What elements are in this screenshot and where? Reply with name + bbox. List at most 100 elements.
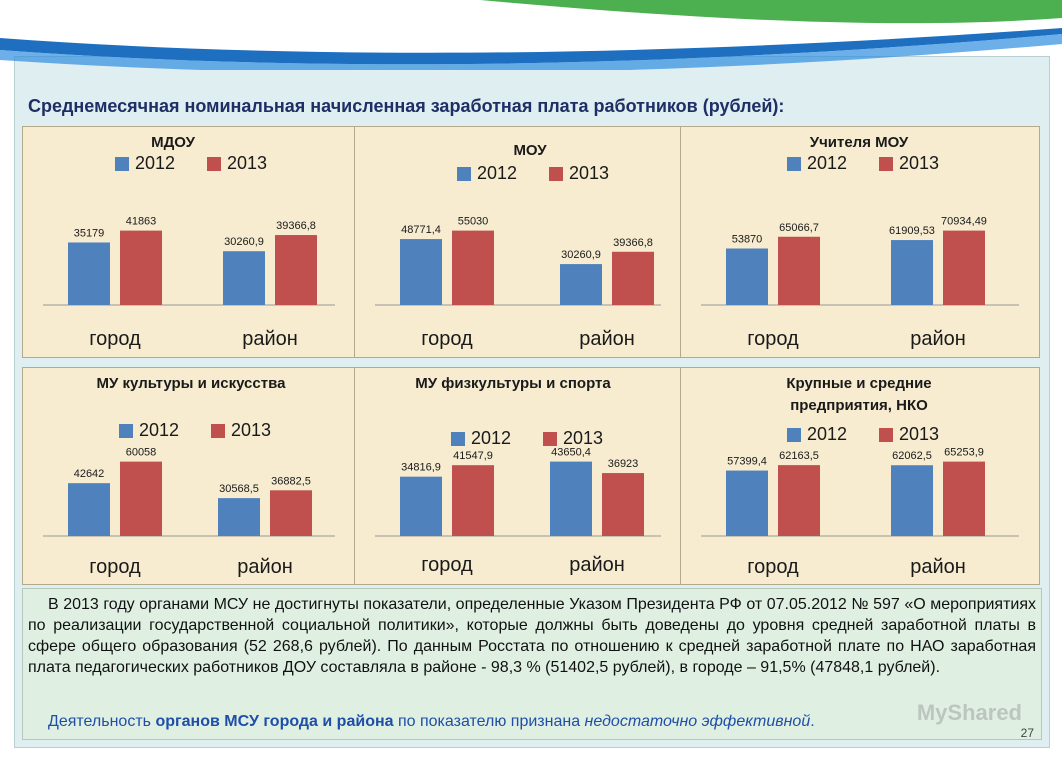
data-label: 62062,5 bbox=[892, 450, 932, 462]
chart-panel-enterprises: Крупные и средние предприятия, НКО 2012 201… bbox=[680, 367, 1040, 585]
category-label: город bbox=[421, 328, 473, 350]
category-label: город bbox=[89, 328, 141, 350]
conclusion-text-c: по показателю признана bbox=[393, 713, 585, 730]
header-swoosh bbox=[0, 0, 1062, 70]
chart-sport: МУ физкультуры и спорта 2012 2013 34816,9 41… bbox=[375, 375, 661, 576]
chart-panel-teachers: Учителя МОУ 2012 2013 53870 65066,7 город 6190… bbox=[680, 126, 1040, 358]
chart-mou: МОУ 2012 2013 48771,4 55030 город 30260,9 39366… bbox=[375, 142, 661, 350]
category-label: город bbox=[747, 328, 799, 350]
bar-2013-city bbox=[452, 465, 494, 536]
bar-2013-district bbox=[943, 230, 985, 305]
data-label: 48771,4 bbox=[401, 224, 441, 236]
data-label: 62163,5 bbox=[779, 450, 819, 462]
chart-culture: МУ культуры и искусства 2012 2013 42642 6005… bbox=[43, 375, 335, 578]
bar-2012-district bbox=[223, 251, 265, 305]
bar-2012-district bbox=[891, 240, 933, 305]
watermark-logo: MyShared bbox=[916, 700, 1022, 725]
chart-title: Крупные и средние предприятия, НКО bbox=[786, 375, 931, 414]
data-label: 39366,8 bbox=[613, 237, 653, 249]
chart-panel-sport: МУ физкультуры и спорта 2012 2013 34816,9 41… bbox=[354, 367, 682, 585]
data-label: 42642 bbox=[74, 468, 105, 480]
data-label: 30260,9 bbox=[224, 236, 264, 248]
data-label: 70934,49 bbox=[941, 216, 987, 228]
summary-paragraph: В 2013 году органами МСУ не достигнуты п… bbox=[28, 596, 1036, 676]
legend-swatch-2012 bbox=[451, 432, 465, 446]
legend-swatch-2013 bbox=[543, 432, 557, 446]
bar-2013-city bbox=[120, 461, 162, 536]
chart-panel-culture: МУ культуры и искусства 2012 2013 42642 6005… bbox=[22, 367, 356, 585]
bar-2012-district bbox=[218, 498, 260, 536]
chart-teachers: Учителя МОУ 2012 2013 53870 65066,7 город 6190… bbox=[701, 134, 1019, 350]
bar-2013-city bbox=[120, 230, 162, 305]
chart-mdou: МДОУ 2012 2013 35179 41863 город 30260,9 39366,… bbox=[43, 134, 335, 350]
data-label: 57399,4 bbox=[727, 456, 767, 468]
bar-2013-district bbox=[943, 461, 985, 536]
data-label: 30260,9 bbox=[561, 249, 601, 261]
bar-2013-district bbox=[612, 251, 654, 305]
legend-swatch-2013 bbox=[879, 428, 893, 442]
summary-box bbox=[22, 588, 1042, 740]
legend-swatch-2012 bbox=[119, 424, 133, 438]
legend-label-2012: 2012 bbox=[807, 153, 847, 173]
chart-title: МОУ bbox=[513, 142, 547, 159]
legend-swatch-2013 bbox=[211, 424, 225, 438]
conclusion-verdict: недостаточно эффективной bbox=[584, 713, 811, 730]
category-label: город bbox=[421, 554, 473, 576]
data-label: 35179 bbox=[74, 227, 105, 239]
chart-title-line: предприятия, НКО bbox=[790, 397, 928, 414]
bar-2012-district bbox=[560, 264, 602, 305]
category-label: район bbox=[910, 328, 966, 350]
data-label: 55030 bbox=[458, 216, 489, 228]
data-label: 61909,53 bbox=[889, 225, 935, 237]
bar-2012-city bbox=[400, 239, 442, 305]
bar-2013-district bbox=[602, 473, 644, 536]
bar-2013-district bbox=[270, 490, 312, 536]
conclusion-paragraph: Деятельность органов МСУ города и района… bbox=[28, 711, 1036, 732]
data-label: 36923 bbox=[608, 458, 639, 470]
category-label: город bbox=[89, 556, 141, 578]
bar-2012-city bbox=[726, 470, 768, 536]
data-label: 39366,8 bbox=[276, 220, 316, 232]
legend-swatch-2013 bbox=[549, 167, 563, 181]
legend-swatch-2013 bbox=[879, 157, 893, 171]
data-label: 65253,9 bbox=[944, 447, 984, 459]
conclusion-subject: органов МСУ города и района bbox=[155, 713, 394, 730]
bar-2013-city bbox=[452, 230, 494, 305]
data-label: 36882,5 bbox=[271, 475, 311, 487]
legend-swatch-2012 bbox=[115, 157, 129, 171]
conclusion-text-e: . bbox=[810, 713, 815, 730]
category-label: район bbox=[579, 328, 635, 350]
bar-2012-city bbox=[68, 483, 110, 536]
bar-2012-district bbox=[550, 461, 592, 536]
category-label: район bbox=[242, 328, 298, 350]
data-label: 65066,7 bbox=[779, 222, 819, 234]
data-label: 41863 bbox=[126, 216, 157, 228]
chart-enterprises: Крупные и средние предприятия, НКО 2012 201… bbox=[701, 375, 1019, 578]
bar-2012-district bbox=[891, 465, 933, 536]
legend-label-2013: 2013 bbox=[231, 420, 271, 440]
page-number: 27 bbox=[1020, 726, 1034, 740]
legend-swatch-2013 bbox=[207, 157, 221, 171]
category-label: город bbox=[747, 556, 799, 578]
bar-2013-city bbox=[778, 465, 820, 536]
bar-2013-city bbox=[778, 236, 820, 305]
data-label: 41547,9 bbox=[453, 450, 493, 462]
legend-swatch-2012 bbox=[787, 428, 801, 442]
category-label: район bbox=[569, 554, 625, 576]
bar-2013-district bbox=[275, 235, 317, 305]
bar-2012-city bbox=[68, 242, 110, 305]
chart-panel-mou: МОУ 2012 2013 48771,4 55030 город 30260,9 39366… bbox=[354, 126, 682, 358]
chart-title: МДОУ bbox=[151, 134, 195, 151]
legend-label-2012: 2012 bbox=[139, 420, 179, 440]
chart-title: МУ физкультуры и спорта bbox=[415, 375, 611, 392]
data-label: 43650,4 bbox=[551, 447, 591, 459]
conclusion-text-a: Деятельность bbox=[48, 713, 156, 730]
legend-label-2013: 2013 bbox=[899, 424, 939, 444]
chart-title: МУ культуры и искусства bbox=[97, 375, 287, 392]
bar-2012-city bbox=[726, 248, 768, 305]
chart-title: Учителя МОУ bbox=[810, 134, 909, 151]
bar-2012-city bbox=[400, 476, 442, 536]
legend-label-2012: 2012 bbox=[807, 424, 847, 444]
data-label: 30568,5 bbox=[219, 483, 259, 495]
legend-label-2013: 2013 bbox=[899, 153, 939, 173]
